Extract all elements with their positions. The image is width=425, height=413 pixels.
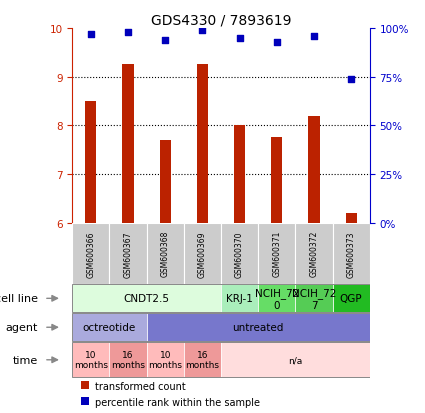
Text: n/a: n/a: [288, 356, 303, 364]
Bar: [221, 285, 258, 313]
Text: GSM600370: GSM600370: [235, 230, 244, 277]
Text: GSM600372: GSM600372: [309, 230, 318, 277]
Text: NCIH_72
0: NCIH_72 0: [255, 287, 299, 310]
Text: GSM600368: GSM600368: [161, 230, 170, 277]
Point: [348, 76, 354, 83]
Bar: [221, 223, 258, 284]
Text: 16
months: 16 months: [111, 350, 145, 370]
Bar: [81, 382, 88, 389]
Text: GSM600369: GSM600369: [198, 230, 207, 277]
Point: [88, 31, 94, 38]
Text: transformed count: transformed count: [94, 381, 185, 391]
Bar: [234, 126, 245, 223]
Bar: [295, 285, 332, 313]
Bar: [271, 138, 282, 223]
Bar: [72, 223, 109, 284]
Text: percentile rank within the sample: percentile rank within the sample: [94, 396, 260, 407]
Text: KRJ-1: KRJ-1: [226, 294, 253, 304]
Text: GSM600367: GSM600367: [124, 230, 133, 277]
Bar: [221, 343, 370, 377]
Text: 10
months: 10 months: [148, 350, 182, 370]
Bar: [309, 116, 320, 223]
Point: [199, 28, 206, 34]
Bar: [147, 313, 370, 341]
Point: [236, 36, 243, 42]
Point: [162, 37, 169, 44]
Bar: [85, 102, 96, 223]
Point: [125, 29, 131, 36]
Bar: [258, 223, 295, 284]
Title: GDS4330 / 7893619: GDS4330 / 7893619: [151, 14, 291, 28]
Text: 10
months: 10 months: [74, 350, 108, 370]
Bar: [72, 343, 109, 377]
Point: [273, 39, 280, 46]
Bar: [81, 397, 88, 405]
Text: GSM600371: GSM600371: [272, 230, 281, 277]
Text: GSM600366: GSM600366: [86, 230, 95, 277]
Text: untreated: untreated: [232, 323, 284, 332]
Text: agent: agent: [6, 323, 38, 332]
Bar: [147, 223, 184, 284]
Bar: [346, 214, 357, 223]
Bar: [184, 223, 221, 284]
Text: 16
months: 16 months: [185, 350, 219, 370]
Bar: [160, 140, 171, 223]
Bar: [147, 343, 184, 377]
Bar: [258, 285, 295, 313]
Text: CNDT2.5: CNDT2.5: [124, 294, 170, 304]
Bar: [122, 65, 133, 223]
Bar: [72, 285, 221, 313]
Bar: [332, 223, 370, 284]
Text: NCIH_72
7: NCIH_72 7: [292, 287, 336, 310]
Bar: [332, 285, 370, 313]
Bar: [109, 343, 147, 377]
Bar: [72, 313, 147, 341]
Bar: [295, 223, 332, 284]
Text: octreotide: octreotide: [83, 323, 136, 332]
Bar: [184, 343, 221, 377]
Text: time: time: [13, 355, 38, 365]
Text: GSM600373: GSM600373: [347, 230, 356, 277]
Bar: [109, 223, 147, 284]
Text: QGP: QGP: [340, 294, 363, 304]
Text: cell line: cell line: [0, 294, 38, 304]
Point: [311, 33, 317, 40]
Bar: [197, 65, 208, 223]
